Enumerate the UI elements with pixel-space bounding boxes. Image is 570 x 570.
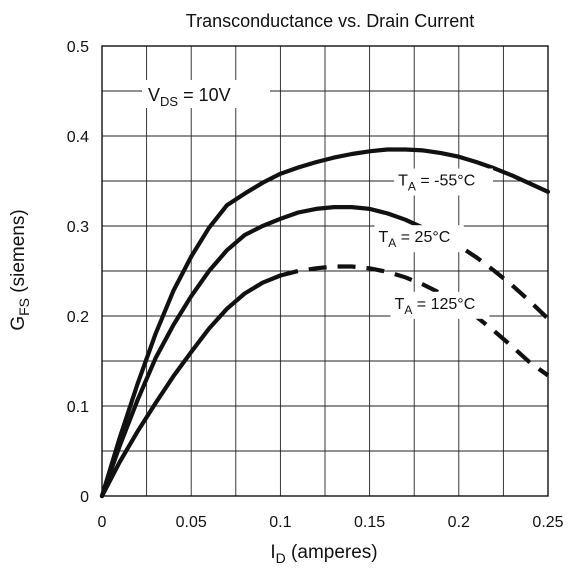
series-line bbox=[99, 205, 444, 499]
x-tick-label: 0.05 bbox=[176, 514, 207, 531]
series-line-dashed bbox=[279, 264, 550, 378]
x-tick-label: 0.25 bbox=[532, 514, 563, 531]
svg-text:TA = 25°C: TA = 25°C bbox=[379, 229, 451, 250]
y-tick-label: 0 bbox=[80, 489, 89, 506]
tick-labels: 0 0.05 0.1 0.15 0.2 0.25 0 0.1 0.2 0.3 0.4 0.5 bbox=[67, 39, 564, 531]
series-lines bbox=[99, 147, 551, 499]
svg-text:TA = 125°C: TA = 125°C bbox=[395, 296, 476, 317]
series-line-dashed bbox=[439, 234, 550, 321]
curve-label: TA = -55°C bbox=[394, 168, 493, 196]
grid bbox=[102, 46, 548, 496]
plot-frame bbox=[101, 45, 549, 497]
curve-labels: TA = -55°C TA = 25°C TA = 125°C bbox=[374, 168, 493, 319]
curve-label: TA = 125°C bbox=[390, 291, 490, 319]
x-tick-label: 0.15 bbox=[354, 514, 385, 531]
curve-label: TA = 25°C bbox=[374, 225, 464, 253]
y-tick-label: 0.2 bbox=[67, 309, 89, 326]
chart-title: Transconductance vs. Drain Current bbox=[186, 11, 474, 31]
condition-label: VDS = 10V bbox=[142, 80, 270, 109]
x-tick-label: 0.1 bbox=[269, 514, 291, 531]
x-tick-label: 0.2 bbox=[448, 514, 470, 531]
series-line bbox=[99, 273, 283, 499]
series-line bbox=[99, 147, 551, 499]
y-tick-label: 0.4 bbox=[67, 129, 89, 146]
y-tick-label: 0.1 bbox=[67, 399, 89, 416]
y-tick-label: 0.5 bbox=[67, 39, 89, 56]
x-axis-label: ID (amperes) bbox=[270, 542, 377, 566]
y-tick-label: 0.3 bbox=[67, 219, 89, 236]
svg-text:VDS = 10V: VDS = 10V bbox=[148, 85, 231, 109]
svg-text:TA = -55°C: TA = -55°C bbox=[398, 173, 475, 194]
x-tick-label: 0 bbox=[98, 514, 107, 531]
y-axis-label: GFS (siemens) bbox=[8, 209, 32, 330]
